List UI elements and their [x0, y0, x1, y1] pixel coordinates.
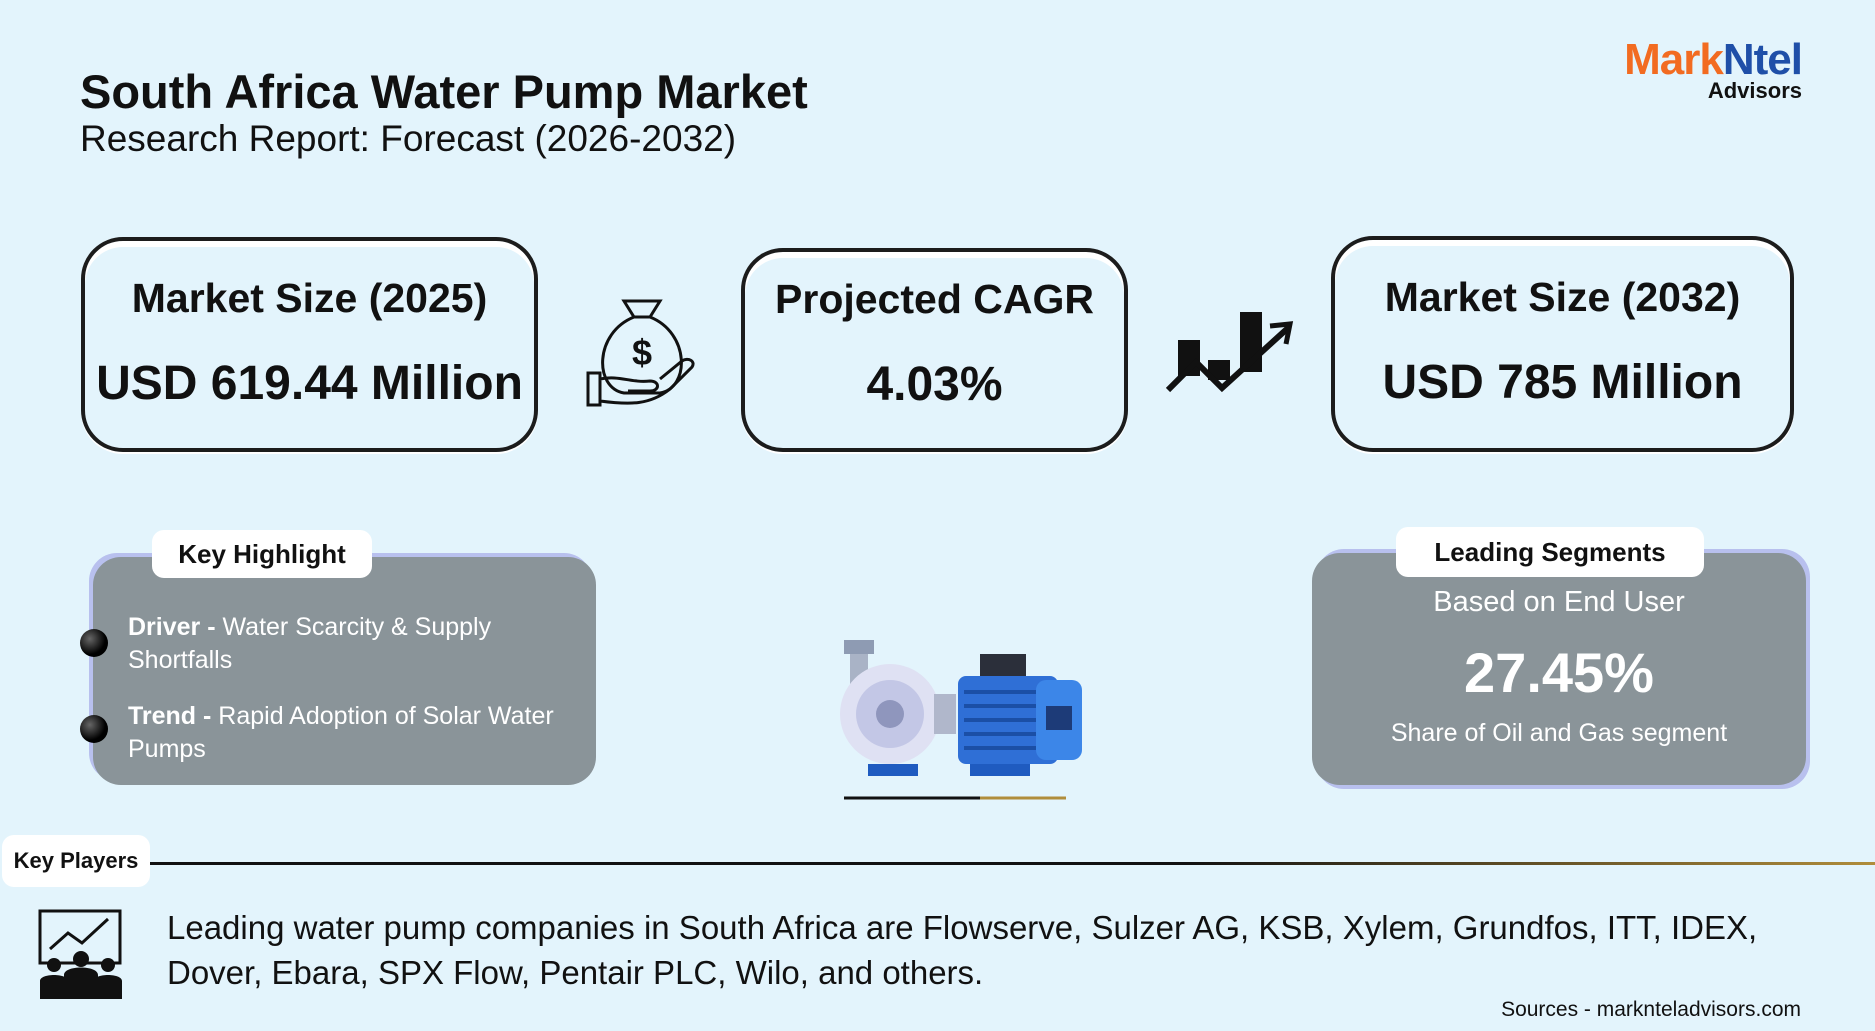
stat-value: USD 619.44 Million	[96, 357, 523, 410]
stat-box: Market Size (2032) USD 785 Million	[1331, 236, 1794, 452]
logo-name: MarkNtel	[1590, 35, 1803, 84]
tab: Key Highlight	[152, 530, 372, 578]
stat-label: Projected CAGR	[775, 276, 1094, 322]
tab: Key Players	[2, 835, 150, 887]
highlight-item: Trend - Rapid Adoption of Solar Water Pu…	[128, 700, 568, 766]
logo-part: Ntel	[1722, 35, 1803, 84]
logo: MarkNtel Advisors	[1590, 35, 1803, 103]
pump-illustration	[840, 640, 1082, 800]
highlight-item: Driver - Water Scarcity & Supply Shortfa…	[128, 611, 568, 677]
stat-value: 4.03%	[866, 358, 1003, 411]
subtitle: Research Report: Forecast (2026-2032)	[80, 118, 737, 159]
divider	[150, 862, 1875, 865]
tab: Leading Segments	[1396, 527, 1704, 577]
logo-part: Mark	[1624, 35, 1724, 84]
item-label: Driver -	[128, 613, 216, 641]
stat-box: Projected CAGR 4.03%	[741, 248, 1128, 452]
segment-caption: Share of Oil and Gas segment	[1390, 719, 1728, 747]
money-icon: $	[586, 299, 695, 407]
item-label: Trend -	[128, 702, 212, 730]
stat-box: Market Size (2025) USD 619.44 Million	[81, 237, 538, 452]
svg-text:$: $	[632, 332, 652, 373]
item-text: Water Scarcity & Supply Shortfalls	[128, 613, 492, 674]
item-text: Rapid Adoption of Solar Water Pumps	[128, 702, 554, 763]
segment-basis: Based on End User	[1433, 586, 1685, 618]
stat-value: USD 785 Million	[1382, 356, 1743, 409]
bullet	[80, 715, 108, 743]
source: Sources - marknteladvisors.com	[1501, 998, 1801, 1021]
segment-value: 27.45%	[1464, 641, 1654, 704]
stat-label: Market Size (2025)	[131, 275, 488, 321]
highlight-panel	[93, 557, 596, 785]
growth-icon	[1166, 312, 1294, 393]
stat-label: Market Size (2032)	[1384, 274, 1741, 320]
logo-sub: Advisors	[1707, 78, 1802, 103]
bullet	[80, 629, 108, 657]
players-text: Leading water pump companies in South Af…	[167, 909, 1758, 991]
players-icon	[38, 909, 122, 999]
title: South Africa Water Pump Market	[80, 65, 808, 118]
segments-panel	[1312, 553, 1806, 785]
